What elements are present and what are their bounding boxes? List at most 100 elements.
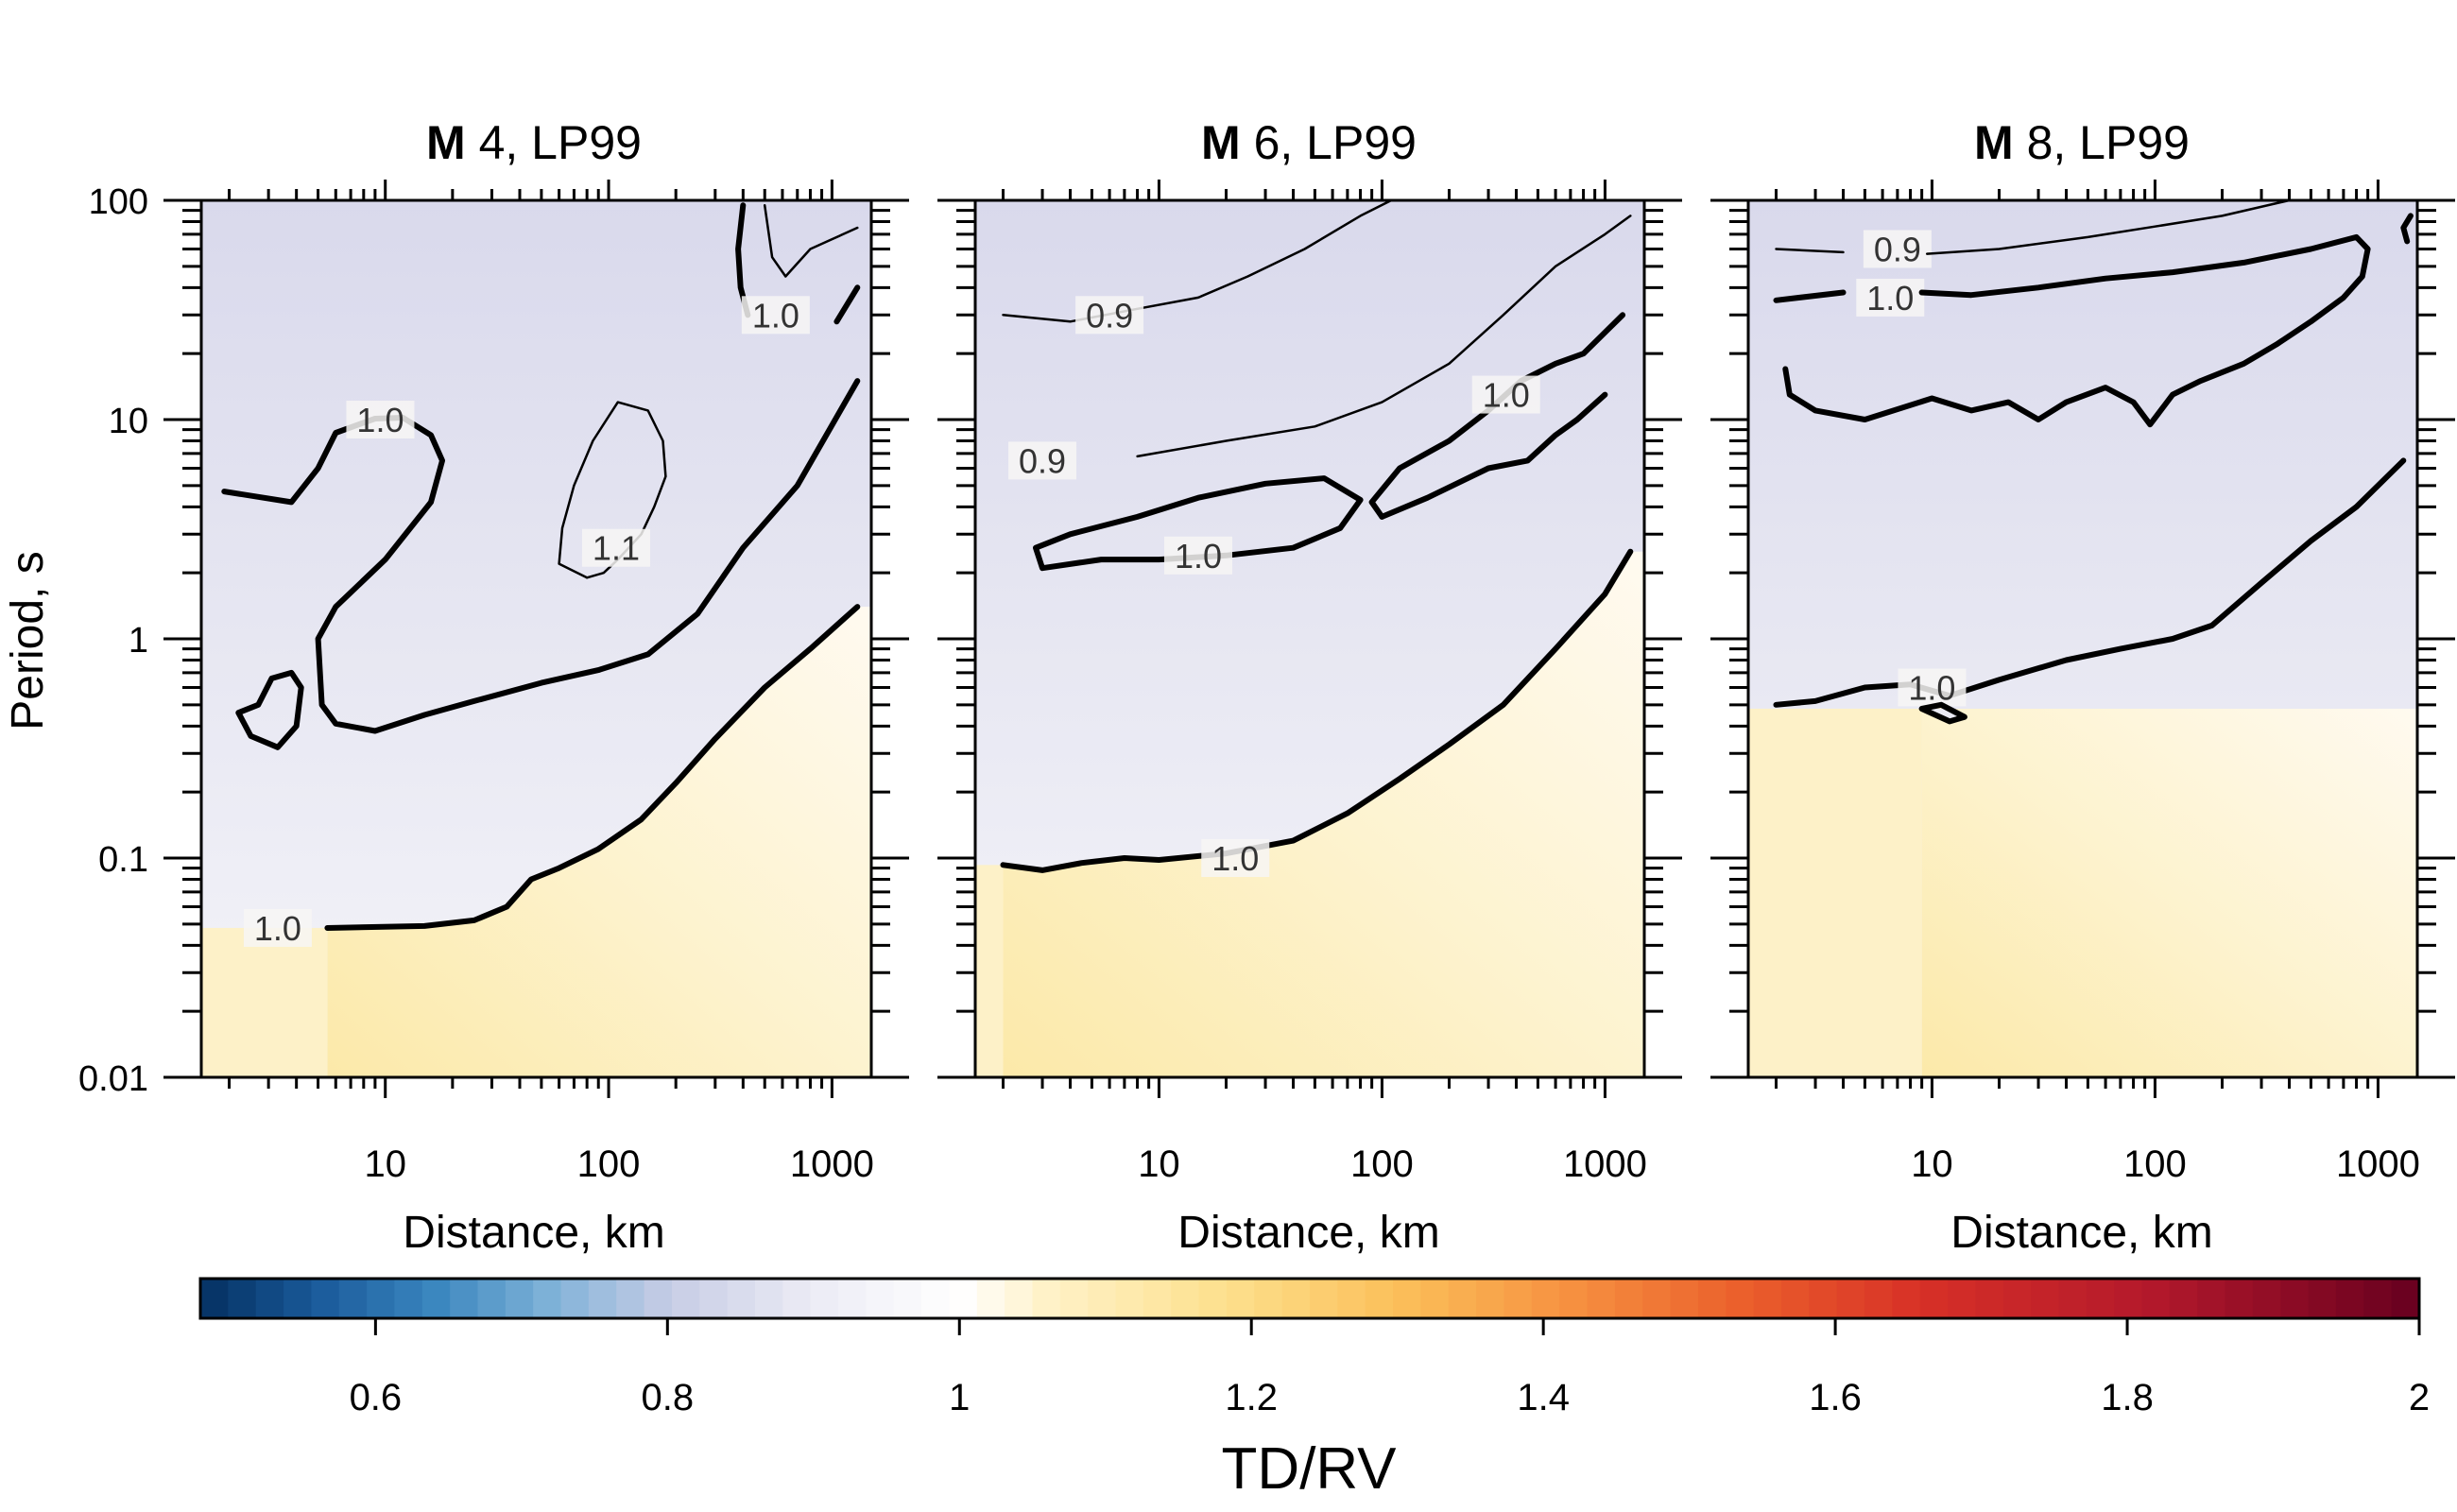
colorbar-cell: [699, 1279, 729, 1318]
colorbar-cell: [2363, 1279, 2393, 1318]
colorbar: 0.6 0.8 1 1.2 1.4 1.6 1.8 2 TD/RV: [198, 1277, 2430, 1502]
x-tick-label: 10: [1138, 1143, 1180, 1185]
colorbar-cell: [1032, 1279, 1061, 1318]
contour-label-bg: [1471, 375, 1540, 414]
colorbar-cell: [1310, 1279, 1338, 1318]
field-warm-region: [1921, 704, 2417, 1077]
colorbar-tick-label: 1.8: [2101, 1377, 2154, 1418]
colorbar-cell: [1753, 1279, 1782, 1318]
colorbar-cell: [616, 1279, 645, 1318]
panel-m6: M 6, LP99 1.0 1.0 1.0 0.9 0.9 10 100 1000 Dist…: [937, 116, 1682, 1258]
colorbar-cell: [782, 1279, 812, 1318]
colorbar-cell: [450, 1279, 479, 1318]
panel-m8: M 8, LP99 0.9 1.0 1.0 10 100 1000 Distance, …: [1710, 116, 2455, 1258]
panel-title-m6: M 6, LP99: [1201, 116, 1417, 169]
colorbar-cell: [560, 1279, 590, 1318]
contour-line-1-0: [324, 604, 861, 931]
colorbar-cell: [1476, 1279, 1505, 1318]
colorbar-cell: [1836, 1279, 1865, 1318]
colorbar-cell: [1198, 1279, 1228, 1318]
colorbar-cell: [2308, 1279, 2337, 1318]
colorbar-cell: [2225, 1279, 2254, 1318]
contour-label-bg: [1075, 296, 1144, 335]
field-warm-region: [327, 607, 871, 1077]
contour-line-1-0: [235, 669, 304, 750]
colorbar-cell: [2169, 1279, 2198, 1318]
colorbar-cell: [1005, 1279, 1034, 1318]
colorbar-cell: [2335, 1279, 2364, 1318]
colorbar-cell: [2280, 1279, 2310, 1318]
colorbar-cell: [1587, 1279, 1616, 1318]
contour-line-0-9: [1925, 198, 2291, 255]
colorbar-frame: [198, 1277, 2421, 1320]
y-tick-label: 0.01: [78, 1059, 148, 1099]
contour-label-bg: [1856, 278, 1925, 317]
colorbar-cell: [755, 1279, 783, 1318]
contour-label: 1.0: [752, 296, 799, 335]
colorbar-cell: [505, 1279, 534, 1318]
colorbar-cell: [921, 1279, 951, 1318]
x-tick-label: 100: [577, 1143, 641, 1185]
colorbar-cell: [421, 1279, 451, 1318]
y-axis-label: Period, s: [3, 551, 53, 730]
colorbar-cell: [1780, 1279, 1810, 1318]
colorbar-tick-label: 0.8: [642, 1377, 695, 1418]
colorbar-label: TD/RV: [1222, 1436, 1398, 1502]
x-tick-label: 10: [364, 1143, 406, 1185]
colorbar-tick-label: 2: [2409, 1377, 2430, 1418]
colorbar-cell: [228, 1279, 257, 1318]
colorbar-cell: [1281, 1279, 1311, 1318]
colorbar-cell: [1143, 1279, 1172, 1318]
x-tick-label: 1000: [1563, 1143, 1647, 1185]
colorbar-tick-label: 1.2: [1225, 1377, 1278, 1418]
colorbar-cell: [1448, 1279, 1477, 1318]
x-tick-label: 1000: [790, 1143, 874, 1185]
colorbar-tick-label: 0.6: [350, 1377, 403, 1418]
contour-line-1-0: [1918, 701, 1967, 725]
colorbar-tick-label: 1: [949, 1377, 970, 1418]
contour-label: 1.0: [356, 401, 404, 439]
colorbar-cell: [2391, 1279, 2420, 1318]
colorbar-cell: [1115, 1279, 1144, 1318]
colorbar-tick-label: 1.6: [1809, 1377, 1862, 1418]
x-tick-label: 100: [2123, 1143, 2187, 1185]
colorbar-cell: [671, 1279, 700, 1318]
contour-label: 1.0: [1483, 376, 1530, 415]
contour-label-bg: [346, 401, 415, 438]
colorbar-cell: [2086, 1279, 2115, 1318]
colorbar-cell: [976, 1279, 1005, 1318]
colorbar-cell: [2252, 1279, 2281, 1318]
contour-label: 1.0: [254, 909, 301, 948]
colorbar-cell: [311, 1279, 340, 1318]
contour-line-1-0: [1782, 233, 2371, 428]
y-tick-label: 1: [129, 621, 148, 661]
colorbar-cell: [1337, 1279, 1366, 1318]
contour-label-bg: [1164, 536, 1232, 575]
colorbar-cell: [1642, 1279, 1672, 1318]
colorbar-cell: [2058, 1279, 2088, 1318]
colorbar-cell: [1697, 1279, 1727, 1318]
colorbar-tick-label: 1.4: [1517, 1377, 1570, 1418]
colorbar-cell: [1171, 1279, 1200, 1318]
contour-line-1-0: [2400, 213, 2414, 245]
panel-title-m4: M 4, LP99: [426, 116, 642, 169]
contour-line-1-0: [1773, 457, 2407, 708]
colorbar-cell: [893, 1279, 922, 1318]
contour-label-bg: [741, 296, 810, 335]
panel-m4: M 4, LP99 1.0 1.0 1.0 1.1 10 100 1000 0.01 0.1 1…: [78, 116, 909, 1258]
y-tick-label: 0.1: [98, 840, 148, 880]
panel-title-m8: M 8, LP99: [1974, 116, 2190, 169]
x-axis-label-m4: Distance, km: [403, 1208, 664, 1258]
x-tick-label: 10: [1911, 1143, 1953, 1185]
y-tick-label: 10: [109, 402, 148, 441]
colorbar-cell: [949, 1279, 978, 1318]
contour-line-0-9: [1136, 215, 1632, 458]
colorbar-cell: [1726, 1279, 1755, 1318]
colorbar-cell: [1420, 1279, 1450, 1318]
field-warm-edge: [975, 865, 1004, 1077]
colorbar-cell: [477, 1279, 507, 1318]
colorbar-cell: [1864, 1279, 1893, 1318]
colorbar-cell: [2114, 1279, 2143, 1318]
colorbar-cell: [1614, 1279, 1643, 1318]
contour-label: 1.0: [1866, 279, 1914, 318]
